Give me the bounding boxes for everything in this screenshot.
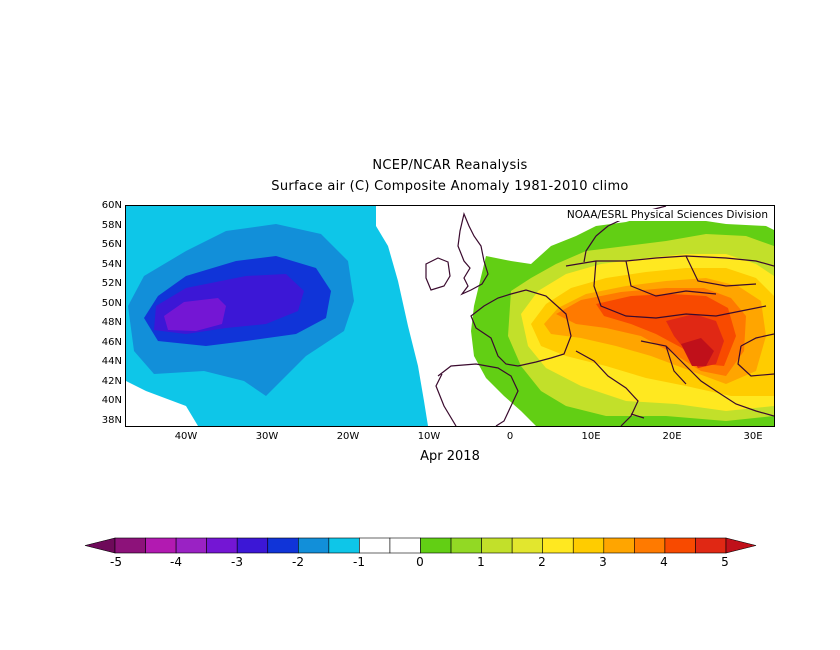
iberia-outline [435,363,519,426]
chart-subtitle: Surface air (C) Composite Anomaly 1981-2… [271,179,629,194]
colorbar-swatch [634,537,666,554]
colorbar-label: 1 [477,555,485,569]
lon-label: 30W [255,431,279,442]
colorbar-label: 4 [660,555,668,569]
central-europe-borders [565,255,774,319]
colorbar-swatch [603,537,635,554]
colorbar-label: -1 [353,555,365,569]
contour-plus5 [681,338,714,366]
cold-anomaly [126,206,428,426]
colorbar-swatch [206,537,238,554]
credit-label: NOAA/ESRL Physical Sciences Division [564,209,770,221]
lat-label: 54N [101,258,122,270]
warm-anomaly [471,216,774,426]
colorbar-swatch [175,537,207,554]
lon-label: 40W [174,431,198,442]
lat-label: 58N [101,219,122,231]
lat-label: 52N [101,278,122,289]
coastlines [425,206,774,426]
colorbar-swatch [572,537,605,554]
lon-label: 20W [336,431,360,442]
colorbar-swatch [695,537,727,554]
colorbar-swatch [450,537,482,554]
colorbar-arrow-low [84,537,116,554]
balkans-borders [640,340,774,417]
colorbar-label: 0 [416,555,424,569]
france-outline [470,289,572,367]
colorbar-swatch [328,537,360,554]
colorbar-swatch [511,537,544,554]
colorbar-label: -2 [292,555,304,569]
chart-title: NCEP/NCAR Reanalysis [372,158,528,173]
colorbar-swatch [145,537,177,554]
lat-label: 42N [101,375,122,387]
colorbar-swatch [664,537,696,554]
italy-outline [575,350,645,426]
lon-label: 30E [743,431,763,442]
lon-label: 10E [581,431,601,442]
contour-minus3 [164,298,226,331]
colorbar-label: -3 [231,555,243,569]
period-label: Apr 2018 [420,449,480,464]
lat-label: 56N [101,239,122,250]
colorbar [84,537,757,554]
lat-label: 46N [101,336,122,348]
lat-label: 40N [101,395,122,406]
colorbar-label: -5 [110,555,122,569]
colorbar-swatch [114,537,146,554]
map-canvas [126,206,774,426]
colorbar-swatch [359,537,391,554]
colorbar-swatch [420,537,452,554]
lat-label: 60N [101,200,122,211]
colorbar-label: -4 [170,555,182,569]
lat-label: 44N [101,356,122,367]
colorbar-arrow-high [725,537,757,554]
black-sea-coast [737,333,774,377]
lon-label: 20E [662,431,682,442]
colorbar-swatch [481,537,513,554]
colorbar-swatch [389,537,421,554]
lon-label: 10W [417,431,441,442]
colorbar-swatch [297,537,330,554]
lat-label: 38N [101,414,122,426]
lat-label: 48N [101,317,122,328]
ireland-outline [425,257,451,291]
great-britain-outline [457,212,489,296]
lon-label: 0 [506,431,514,442]
lat-label: 50N [101,297,122,309]
colorbar-swatch [542,537,574,554]
colorbar-label: 5 [721,555,729,569]
colorbar-swatch [236,537,269,554]
colorbar-swatch [267,537,299,554]
colorbar-label: 2 [538,555,546,569]
colorbar-label: 3 [599,555,607,569]
anomaly-map: NOAA/ESRL Physical Sciences Division [125,205,775,427]
